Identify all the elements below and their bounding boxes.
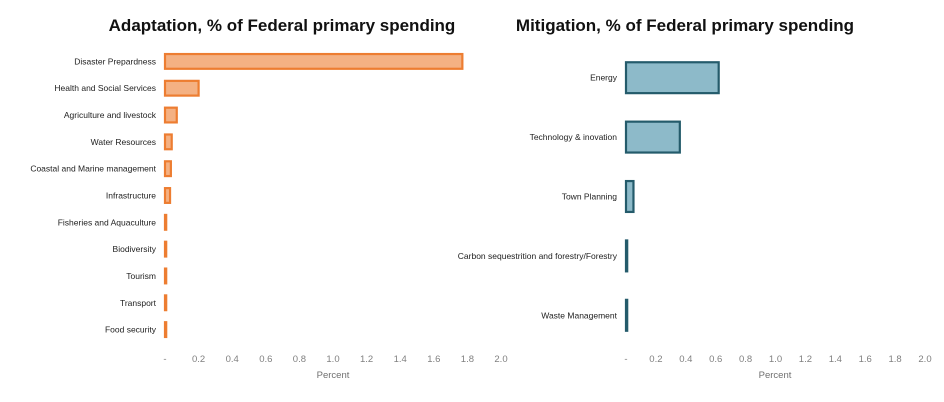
- category-label: Agriculture and livestock: [64, 110, 157, 120]
- bar: [624, 179, 635, 214]
- x-tick-label: 0.4: [679, 354, 692, 365]
- category-label: Disaster Prepardness: [74, 56, 156, 66]
- x-tick-label: 0.4: [226, 354, 239, 365]
- x-tick-label: 0.8: [739, 354, 752, 365]
- x-tick-label: 1.4: [829, 354, 842, 365]
- bar: [163, 160, 172, 178]
- category-label: Carbon sequestrition and forestry/Forest…: [458, 251, 618, 261]
- category-label: Infrastructure: [106, 191, 156, 201]
- bar: [163, 294, 168, 312]
- adaptation-chart: Adaptation, % of Federal primary spendin…: [30, 16, 507, 381]
- x-tick-label: 1.8: [461, 354, 474, 365]
- bar: [163, 79, 200, 97]
- bar: [624, 298, 629, 332]
- bar: [163, 106, 178, 124]
- category-label: Tourism: [126, 271, 156, 281]
- bar: [163, 267, 168, 285]
- x-tick-label: 1.4: [394, 354, 407, 365]
- x-tick-label: -: [163, 354, 166, 365]
- x-tick-label: 1.2: [360, 354, 373, 365]
- category-label: Fisheries and Aquaculture: [58, 217, 157, 227]
- x-tick-label: 1.8: [888, 354, 901, 365]
- x-tick-label: 2.0: [494, 354, 507, 365]
- x-axis-label: Percent: [317, 370, 350, 381]
- bar: [163, 187, 172, 204]
- x-tick-label: 0.8: [293, 354, 306, 365]
- category-label: Biodiversity: [113, 244, 157, 254]
- x-tick-label: 2.0: [918, 354, 931, 365]
- category-label: Town Planning: [562, 192, 618, 202]
- category-label: Waste Management: [541, 310, 617, 320]
- category-label: Transport: [120, 298, 157, 308]
- category-label: Water Resources: [91, 137, 156, 147]
- mitigation-chart: Mitigation, % of Federal primary spendin…: [458, 16, 932, 381]
- category-label: Technology & inovation: [530, 132, 618, 142]
- category-label: Health and Social Services: [54, 83, 156, 93]
- bar: [624, 61, 720, 95]
- x-tick-label: 0.6: [709, 354, 722, 365]
- bar: [163, 133, 173, 151]
- bar: [163, 240, 168, 258]
- x-tick-label: 1.6: [427, 354, 440, 365]
- bar: [624, 120, 681, 154]
- x-tick-label: 1.0: [326, 354, 339, 365]
- x-tick-label: 1.2: [799, 354, 812, 365]
- category-label: Coastal and Marine management: [30, 164, 156, 174]
- bar: [163, 321, 168, 339]
- bar: [624, 239, 629, 273]
- chart-title: Adaptation, % of Federal primary spendin…: [109, 16, 456, 35]
- x-tick-label: 0.6: [259, 354, 272, 365]
- x-tick-label: 0.2: [192, 354, 205, 365]
- chart-title: Mitigation, % of Federal primary spendin…: [516, 16, 854, 35]
- bar: [163, 52, 464, 70]
- category-label: Energy: [590, 73, 618, 83]
- x-tick-label: 1.0: [769, 354, 782, 365]
- category-label: Food security: [105, 325, 157, 335]
- x-tick-label: 0.2: [649, 354, 662, 365]
- x-tick-label: -: [624, 354, 627, 365]
- x-axis-label: Percent: [759, 370, 792, 381]
- bar: [163, 213, 168, 231]
- x-tick-label: 1.6: [859, 354, 872, 365]
